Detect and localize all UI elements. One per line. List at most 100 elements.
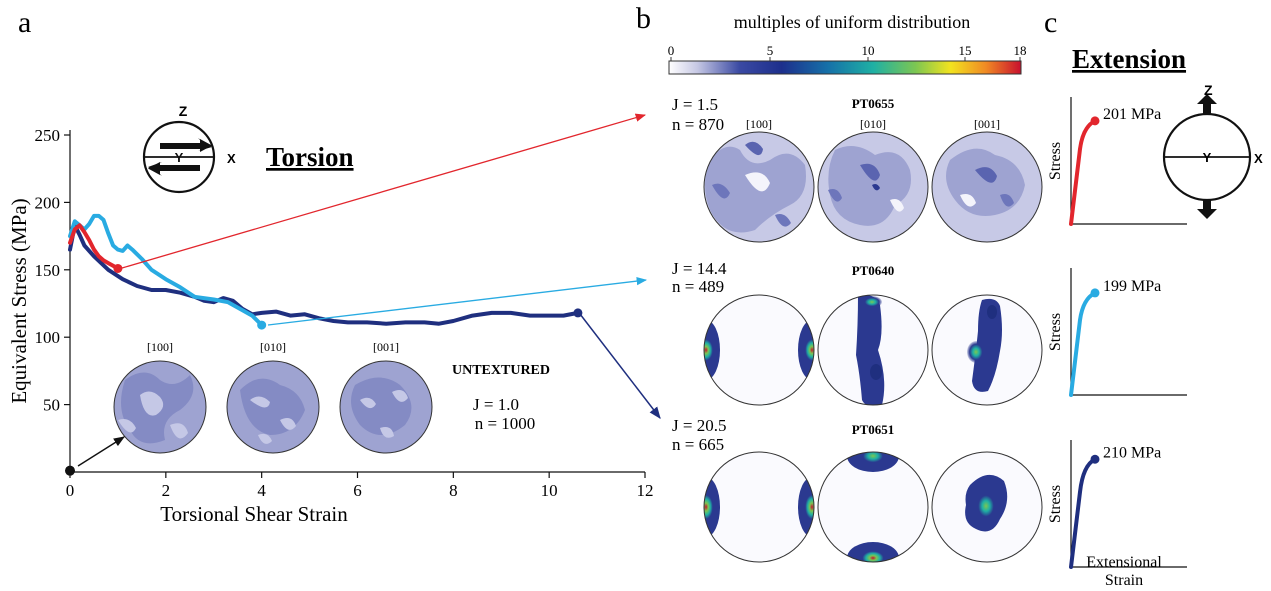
colorbar-ticks: 0 5 10 15 18 <box>668 43 1027 61</box>
ext-curve <box>1069 118 1097 226</box>
torsion-title: Torsion <box>266 142 354 172</box>
ext-y-label: Stress <box>1047 485 1064 523</box>
y-tick-label: 250 <box>35 126 61 145</box>
colorbar <box>668 60 1022 75</box>
colorbar-tick-label: 5 <box>767 43 774 58</box>
x-axis-label: Torsional Shear Strain <box>160 502 348 526</box>
sample-j: J = 1.5 <box>672 95 718 114</box>
sample-n: n = 665 <box>672 435 724 454</box>
x-tick-label: 10 <box>541 481 558 500</box>
panel-label-c: c <box>1044 6 1057 39</box>
sample-id: PT0651 <box>852 422 895 437</box>
sample-n: n = 489 <box>672 277 724 296</box>
ext-curve <box>1069 290 1097 397</box>
pf-axis-label: [100] <box>147 340 173 354</box>
colorbar-tick-label: 0 <box>668 43 675 58</box>
x-tick-label: 2 <box>162 481 171 500</box>
series-line-0 <box>68 223 580 326</box>
pole-figure <box>818 452 928 562</box>
ext-peak-marker <box>1090 116 1100 126</box>
ext-peak-label: 210 MPa <box>1103 444 1161 461</box>
series-line-1 <box>68 213 264 328</box>
sample-id: PT0655 <box>852 96 895 111</box>
y-axis-letter: Y <box>175 150 184 165</box>
pt0651-arrow <box>579 313 661 419</box>
pole-figure <box>704 295 814 405</box>
sample-j: J = 20.5 <box>672 416 726 435</box>
pole-figure <box>704 452 814 562</box>
pt0655-arrow <box>121 113 646 269</box>
extension-xlabel-line2: Strain <box>1105 572 1143 589</box>
x-axis-letter: X <box>227 151 236 166</box>
pf-axis-label: [010] <box>260 340 286 354</box>
extension-xlabel-line1: Extensional <box>1086 554 1162 571</box>
series-line-2 <box>68 223 120 271</box>
ext-y-label: Stress <box>1047 142 1064 180</box>
extension-plot-pt0651: Stress 210 MPa <box>1047 440 1187 569</box>
y-axis-letter: Y <box>1203 150 1212 165</box>
x-tick-label: 4 <box>257 481 266 500</box>
pole-figure <box>932 452 1042 562</box>
extension-icon: Y X Z <box>1162 82 1263 219</box>
y-axis-label: Equivalent Stress (MPa) <box>7 198 31 403</box>
series-group <box>65 213 583 476</box>
pole-figure <box>227 361 319 453</box>
x-tick-label: 0 <box>66 481 75 500</box>
y-tick-label: 150 <box>35 261 61 280</box>
y-tick-label: 50 <box>43 396 60 415</box>
pf-axis-label: [001] <box>373 340 399 354</box>
sample-id: PT0640 <box>852 263 895 278</box>
sample-n: n = 870 <box>672 115 724 134</box>
sample-j: J = 14.4 <box>672 259 727 278</box>
x-tick-label: 8 <box>449 481 458 500</box>
untextured-n: n = 1000 <box>475 414 536 433</box>
untextured-label: UNTEXTURED <box>452 363 550 378</box>
extension-title: Extension <box>1072 44 1186 74</box>
x-tick-label: 12 <box>637 481 654 500</box>
x-tick-label: 6 <box>353 481 362 500</box>
pole-figure <box>818 295 928 405</box>
pole-figure <box>114 361 206 453</box>
pt0640-arrow <box>267 276 648 326</box>
pf-axis-label: [010] <box>860 117 886 131</box>
colorbar-tick-label: 15 <box>959 43 972 58</box>
torsion-chart: 0 2 4 6 8 10 12 50 100 150 200 250 Torsional Shear … <box>7 126 654 526</box>
panel-label-b: b <box>636 2 651 35</box>
y-tick-label: 200 <box>35 193 61 212</box>
pf-axis-label: [100] <box>746 117 772 131</box>
extension-plots: Stress 201 MPa Stress 199 MPa Stress 210 MPa <box>1047 97 1187 569</box>
untextured-pole-figures: [100] [010] [001] UNTEXTURED J = 1 <box>113 340 550 454</box>
y-tick-label: 100 <box>35 328 61 347</box>
extension-plot-pt0640: Stress 199 MPa <box>1047 268 1187 397</box>
ext-peak-marker <box>1090 288 1100 298</box>
extension-plot-pt0655: Stress 201 MPa <box>1047 97 1187 226</box>
sample-row-pt0651: J = 20.5 n = 665 PT0651 <box>672 416 1043 563</box>
series-endpoint-2 <box>113 263 123 273</box>
ext-y-label: Stress <box>1047 313 1064 351</box>
colorbar-tick-label: 18 <box>1014 43 1027 58</box>
colorbar-tick-label: 10 <box>862 43 875 58</box>
z-axis-letter: Z <box>179 103 188 119</box>
pole-figure <box>932 132 1042 242</box>
ext-curve <box>1069 457 1097 569</box>
series-endpoint-1 <box>257 320 267 330</box>
axis-ticks: 0 2 4 6 8 10 12 50 100 150 200 250 <box>35 126 654 500</box>
pole-figure <box>704 132 814 242</box>
sample-row-pt0640: J = 14.4 n = 489 PT0640 <box>672 259 1043 406</box>
pole-figure <box>340 361 432 453</box>
untextured-arrow <box>77 436 125 467</box>
panel-label-a: a <box>18 6 31 39</box>
ext-peak-label: 201 MPa <box>1103 106 1161 123</box>
ext-peak-marker <box>1090 454 1100 464</box>
ext-peak-label: 199 MPa <box>1103 278 1161 295</box>
z-axis-letter: Z <box>1204 82 1213 98</box>
pf-axis-label: [001] <box>974 117 1000 131</box>
pole-figure <box>932 295 1042 405</box>
sample-row-pt0655: J = 1.5 n = 870 PT0655 [100] [010] [001] <box>672 95 1043 243</box>
pole-figure <box>818 132 928 242</box>
x-axis-letter: X <box>1254 151 1263 166</box>
connector-arrows <box>77 113 661 467</box>
shear-sense-icon: Z Y X <box>142 103 236 194</box>
start-point <box>65 465 75 476</box>
